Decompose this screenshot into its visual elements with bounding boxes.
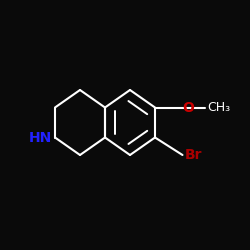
Text: HN: HN [29, 130, 52, 144]
Text: CH₃: CH₃ [208, 101, 231, 114]
Text: Br: Br [185, 148, 202, 162]
Text: O: O [182, 100, 194, 114]
